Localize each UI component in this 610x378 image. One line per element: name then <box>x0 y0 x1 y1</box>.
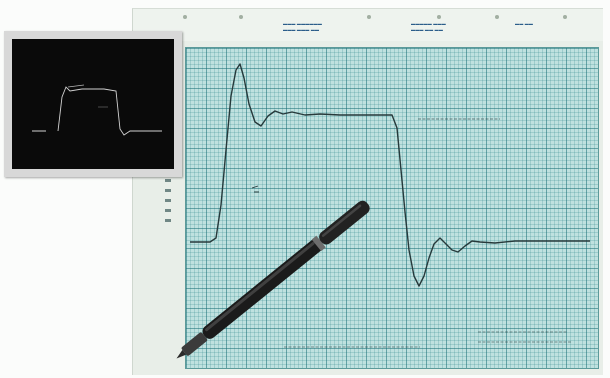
perforation-hole <box>437 15 441 19</box>
paper-header: ▬▬▬ ▬▬▬▬▬▬ ▬▬▬ ▬▬▬ ▬▬ ▬▬▬▬▬ ▬▬▬ ▬▬▬ ▬▬ ▬… <box>133 9 603 41</box>
scale-mark <box>165 179 171 182</box>
perforation-hole <box>367 15 371 19</box>
header-illegible-text: ▬▬ ▬▬ <box>515 21 534 26</box>
header-illegible-text: ▬▬▬ ▬▬ ▬▬ <box>411 27 444 32</box>
scale-mark <box>165 209 171 212</box>
perforation-hole <box>183 15 187 19</box>
oscilloscope-photo <box>4 31 182 177</box>
perforation-hole <box>239 15 243 19</box>
step-response-trace <box>190 63 590 287</box>
perforation-hole <box>563 15 567 19</box>
scale-mark <box>165 189 171 192</box>
header-illegible-text: ▬▬▬ ▬▬▬ ▬▬ <box>283 27 320 32</box>
header-illegible-text: ▬▬▬▬▬ ▬▬▬ <box>411 21 446 26</box>
grid-annotation-mark <box>251 185 259 193</box>
oscilloscope-screen <box>12 39 174 169</box>
side-scale-marks <box>161 179 177 239</box>
header-illegible-text: ▬▬▬ ▬▬▬▬▬▬ <box>283 21 323 26</box>
scale-mark <box>165 199 171 202</box>
grid-annotation-mark <box>478 331 572 343</box>
oscilloscope-trace <box>32 84 162 136</box>
perforation-hole <box>495 15 499 19</box>
scale-mark <box>165 219 171 222</box>
